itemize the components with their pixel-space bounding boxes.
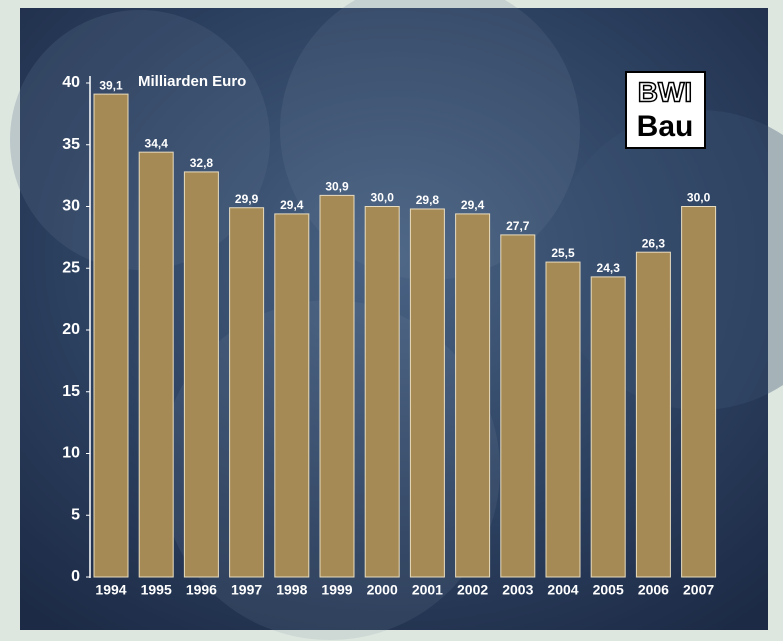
y-tick-label: 15	[62, 383, 80, 400]
x-tick-label: 2007	[683, 582, 714, 598]
x-tick-label: 1996	[186, 582, 217, 598]
bar	[546, 262, 580, 577]
value-label: 29,4	[461, 198, 485, 212]
bar	[365, 207, 399, 578]
y-tick-label: 35	[62, 136, 80, 153]
x-tick-label: 2005	[593, 582, 624, 598]
y-tick-label: 30	[62, 198, 80, 215]
y-tick-label: 5	[71, 506, 80, 523]
x-tick-label: 1999	[321, 582, 352, 598]
value-label: 29,4	[280, 198, 304, 212]
x-tick-label: 2000	[367, 582, 398, 598]
value-label: 32,8	[190, 156, 214, 170]
value-label: 30,0	[687, 191, 711, 205]
bar	[320, 195, 354, 577]
value-label: 24,3	[597, 261, 621, 275]
logo-text: Bau	[637, 110, 694, 143]
x-tick-label: 1994	[95, 582, 126, 598]
x-tick-label: 1995	[141, 582, 172, 598]
x-tick-label: 1998	[276, 582, 307, 598]
bar	[139, 152, 173, 577]
value-label: 29,8	[416, 193, 440, 207]
y-tick-label: 0	[71, 568, 80, 585]
bar	[275, 214, 309, 577]
x-tick-label: 2003	[502, 582, 533, 598]
x-tick-label: 2004	[547, 582, 578, 598]
value-label: 39,1	[99, 78, 123, 92]
value-label: 34,4	[145, 136, 169, 150]
value-label: 30,0	[371, 191, 395, 205]
x-tick-label: 2001	[412, 582, 443, 598]
bar	[184, 172, 218, 577]
x-tick-label: 1997	[231, 582, 262, 598]
bar	[682, 207, 716, 578]
y-tick-label: 40	[62, 74, 80, 91]
value-label: 26,3	[642, 236, 666, 250]
bar	[636, 252, 670, 577]
value-label: 27,7	[506, 219, 530, 233]
value-label: 29,9	[235, 192, 259, 206]
y-tick-label: 25	[62, 259, 80, 276]
x-tick-label: 2006	[638, 582, 669, 598]
bar	[501, 235, 535, 577]
bar	[94, 94, 128, 577]
value-label: 30,9	[325, 180, 349, 194]
chart: Milliarden Euro BWI Bau 0 5 10 15 20 25 30 35 40…	[0, 0, 783, 641]
unit-label: Milliarden Euro	[138, 73, 246, 90]
bar	[410, 209, 444, 577]
logo-text: BWI	[638, 76, 692, 107]
x-tick-label: 2002	[457, 582, 488, 598]
value-label: 25,5	[551, 246, 575, 260]
page: Milliarden Euro BWI Bau 0 5 10 15 20 25 30 35 40…	[0, 0, 783, 641]
y-tick-label: 10	[62, 445, 80, 462]
bar	[230, 208, 264, 577]
bar	[591, 277, 625, 577]
y-tick-label: 20	[62, 321, 80, 338]
bar	[456, 214, 490, 577]
